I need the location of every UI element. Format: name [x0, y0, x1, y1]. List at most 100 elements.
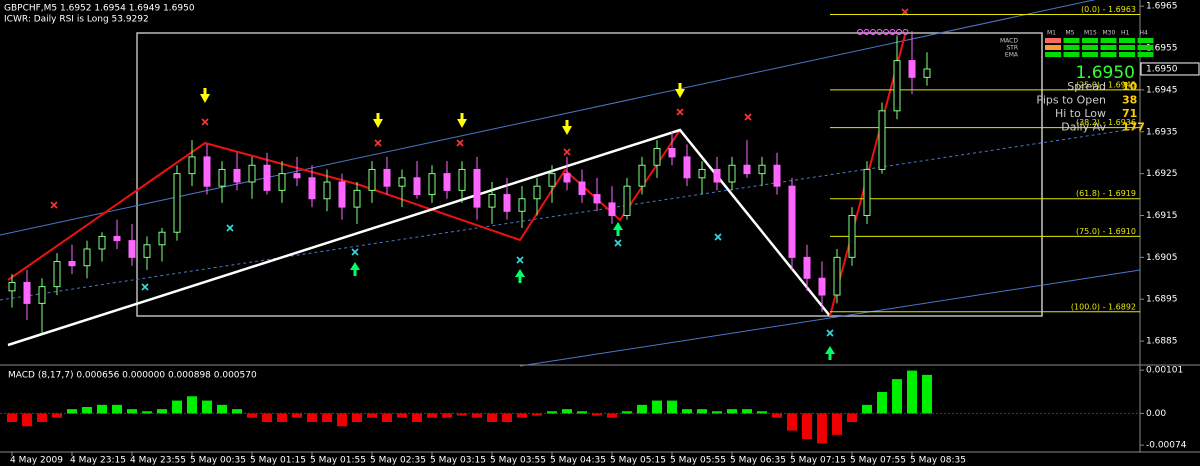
channel-mid	[0, 127, 1141, 301]
x-tick-label: 5 May 07:55	[850, 456, 906, 466]
timeframe-label: M1	[1047, 30, 1056, 37]
y-tick-label: 1.6965	[1146, 2, 1178, 12]
macd-bar	[517, 413, 527, 418]
macd-bar	[682, 409, 692, 414]
candle-body	[128, 240, 136, 258]
macd-bar	[472, 413, 482, 418]
candle-body	[488, 194, 496, 208]
macd-bar	[847, 413, 857, 422]
macd-bar	[907, 370, 917, 414]
macd-bar	[457, 413, 467, 416]
marker-dot	[863, 29, 870, 35]
signal-cell	[1045, 45, 1061, 50]
macd-bar	[652, 400, 662, 414]
marker-dot	[870, 29, 876, 35]
x-tick-label: 5 May 03:15	[430, 456, 486, 466]
zigzag	[7, 129, 681, 281]
macd-bar	[337, 413, 347, 427]
stat-value: 38	[1122, 94, 1137, 107]
signal-cell	[1045, 52, 1061, 57]
signal-cross	[374, 139, 382, 147]
candle-body	[98, 235, 106, 250]
x-tick-label: 5 May 06:35	[730, 456, 786, 466]
macd-tick-label: -0.00074	[1146, 441, 1187, 451]
macd-bar	[832, 413, 842, 435]
candle-body	[8, 281, 16, 292]
candle-body	[788, 185, 796, 258]
fib-label: (61.8) - 1.6919	[1076, 189, 1136, 198]
macd-bar	[157, 409, 167, 414]
macd-bar	[577, 411, 587, 414]
macd-bar	[127, 409, 137, 414]
candle-body	[473, 168, 481, 208]
macd-tick-label: 0.00	[1146, 409, 1166, 419]
fib-label: (0.0) - 1.6963	[1081, 5, 1136, 14]
macd-bar	[502, 413, 512, 422]
candle-body	[113, 235, 121, 242]
candle-body	[413, 177, 421, 196]
macd-bar	[487, 413, 497, 422]
chart-subtitle: ICWR: Daily RSI is Long 53.9292	[4, 15, 149, 25]
stat-label: Daily Av	[1061, 121, 1106, 134]
signal-cell	[1100, 52, 1117, 57]
macd-bar	[712, 411, 722, 414]
x-tick-label: 4 May 2009	[10, 456, 63, 466]
macd-bar	[307, 413, 317, 422]
macd-bar	[187, 396, 197, 414]
candle-body	[158, 231, 166, 246]
candle-body	[203, 156, 211, 187]
x-tick-label: 5 May 01:15	[250, 456, 306, 466]
signal-cross	[826, 329, 834, 337]
timeframe-label: H4	[1140, 30, 1149, 37]
fib-label: (75.0) - 1.6910	[1076, 227, 1136, 236]
macd-bar	[427, 413, 437, 418]
signal-arrow-up	[825, 346, 835, 360]
macd-bar	[787, 413, 797, 431]
indicator-label: MACD	[1000, 38, 1018, 45]
price-label: 1.6950	[1146, 64, 1178, 74]
macd-bar	[727, 409, 737, 414]
macd-bar	[202, 400, 212, 414]
candle-body	[53, 261, 61, 288]
candle-body	[728, 164, 736, 183]
candle-body	[218, 168, 226, 187]
y-tick-label: 1.6935	[1146, 127, 1178, 137]
signal-cross	[901, 8, 909, 16]
candle-body	[293, 173, 301, 179]
signal-cross	[351, 248, 359, 256]
stat-label: Hi to Low	[1055, 107, 1106, 120]
signal-arrow-down	[457, 113, 467, 128]
macd-bar	[532, 413, 542, 416]
x-tick-label: 5 May 02:35	[370, 456, 426, 466]
macd-bar	[592, 413, 602, 416]
timeframe-label: M15	[1084, 30, 1097, 37]
macd-bar	[697, 409, 707, 414]
candle-body	[278, 173, 286, 191]
candle-body	[698, 168, 706, 179]
candle-body	[773, 164, 781, 187]
signal-cross	[141, 283, 149, 291]
candle-body	[548, 173, 556, 187]
candle-body	[308, 177, 316, 200]
macd-bar	[232, 409, 242, 414]
macd-bar	[82, 407, 92, 414]
candle-body	[908, 60, 916, 78]
macd-bar	[247, 413, 257, 418]
x-tick-label: 5 May 03:55	[490, 456, 546, 466]
marker-dot	[857, 29, 863, 35]
macd-bar	[97, 404, 107, 414]
y-tick-label: 1.6905	[1146, 253, 1178, 263]
candle-body	[893, 60, 901, 112]
macd-bar	[7, 413, 17, 422]
timeframe-label: H1	[1121, 30, 1130, 37]
signal-arrow-down	[200, 88, 210, 103]
signal-arrow-up	[613, 222, 623, 236]
indicator-label: EMA	[1005, 52, 1019, 59]
macd-bar	[637, 404, 647, 414]
trend-line	[7, 128, 831, 347]
candle-body	[38, 286, 46, 304]
candle-body	[668, 148, 676, 158]
x-tick-label: 5 May 04:35	[550, 456, 606, 466]
